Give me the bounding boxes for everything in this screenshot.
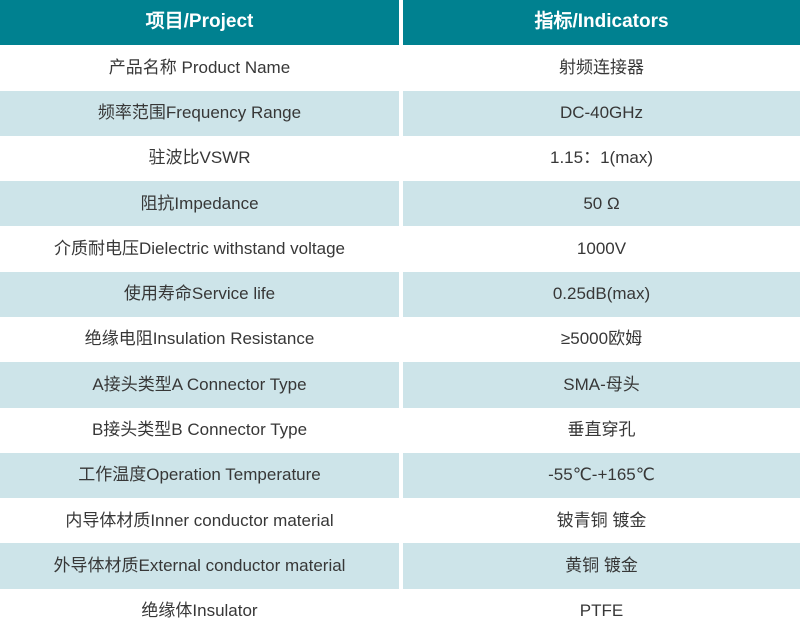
table-row: 绝缘电阻Insulation Resistance ≥5000欧姆 [0, 316, 800, 363]
row-project-cell: 工作温度Operation Temperature [0, 452, 399, 499]
row-indicator-cell: 铍青铜 镀金 [403, 498, 800, 544]
row-project-cell: 绝缘体Insulator [0, 588, 399, 634]
row-project-cell: B接头类型B Connector Type [0, 407, 399, 453]
table-row: 阻抗Impedance 50 Ω [0, 181, 800, 227]
row-project-cell: 内导体材质Inner conductor material [0, 498, 399, 544]
row-indicator-cell: 黄铜 镀金 [403, 543, 800, 589]
table-row: 外导体材质External conductor material 黄铜 镀金 [0, 543, 800, 589]
row-project-cell: 驻波比VSWR [0, 135, 399, 182]
table-header-row: 项目/Project 指标/Indicators [0, 0, 800, 46]
row-project-cell: A接头类型A Connector Type [0, 362, 399, 408]
row-indicator-cell: 50 Ω [403, 181, 800, 227]
table-row: 内导体材质Inner conductor material 铍青铜 镀金 [0, 498, 800, 544]
row-indicator-cell: 1000V [403, 226, 800, 272]
table-row: 介质耐电压Dielectric withstand voltage 1000V [0, 226, 800, 272]
row-indicator-cell: 射频连接器 [403, 45, 800, 91]
row-project-cell: 频率范围Frequency Range [0, 90, 399, 136]
table-row: 产品名称 Product Name 射频连接器 [0, 45, 800, 91]
row-project-cell: 绝缘电阻Insulation Resistance [0, 316, 399, 363]
table-row: A接头类型A Connector Type SMA-母头 [0, 362, 800, 408]
row-indicator-cell: 0.25dB(max) [403, 271, 800, 317]
table-row: 绝缘体Insulator PTFE [0, 588, 800, 634]
row-indicator-cell: 垂直穿孔 [403, 407, 800, 453]
table-row: 工作温度Operation Temperature -55℃-+165℃ [0, 452, 800, 499]
header-cell-project: 项目/Project [0, 0, 399, 46]
row-project-cell: 外导体材质External conductor material [0, 543, 399, 589]
row-project-cell: 阻抗Impedance [0, 181, 399, 227]
row-project-cell: 使用寿命Service life [0, 271, 399, 317]
table-row: B接头类型B Connector Type 垂直穿孔 [0, 407, 800, 453]
row-indicator-cell: PTFE [403, 588, 800, 634]
table-row: 频率范围Frequency Range DC-40GHz [0, 90, 800, 136]
row-indicator-cell: DC-40GHz [403, 90, 800, 136]
row-project-cell: 介质耐电压Dielectric withstand voltage [0, 226, 399, 272]
header-cell-indicators: 指标/Indicators [403, 0, 800, 46]
row-indicator-cell: -55℃-+165℃ [403, 452, 800, 499]
table-row: 驻波比VSWR 1.15：1(max) [0, 135, 800, 182]
row-project-cell: 产品名称 Product Name [0, 45, 399, 91]
row-indicator-cell: ≥5000欧姆 [403, 316, 800, 363]
row-indicator-cell: SMA-母头 [403, 362, 800, 408]
row-indicator-cell: 1.15：1(max) [403, 135, 800, 182]
table-row: 使用寿命Service life 0.25dB(max) [0, 271, 800, 317]
